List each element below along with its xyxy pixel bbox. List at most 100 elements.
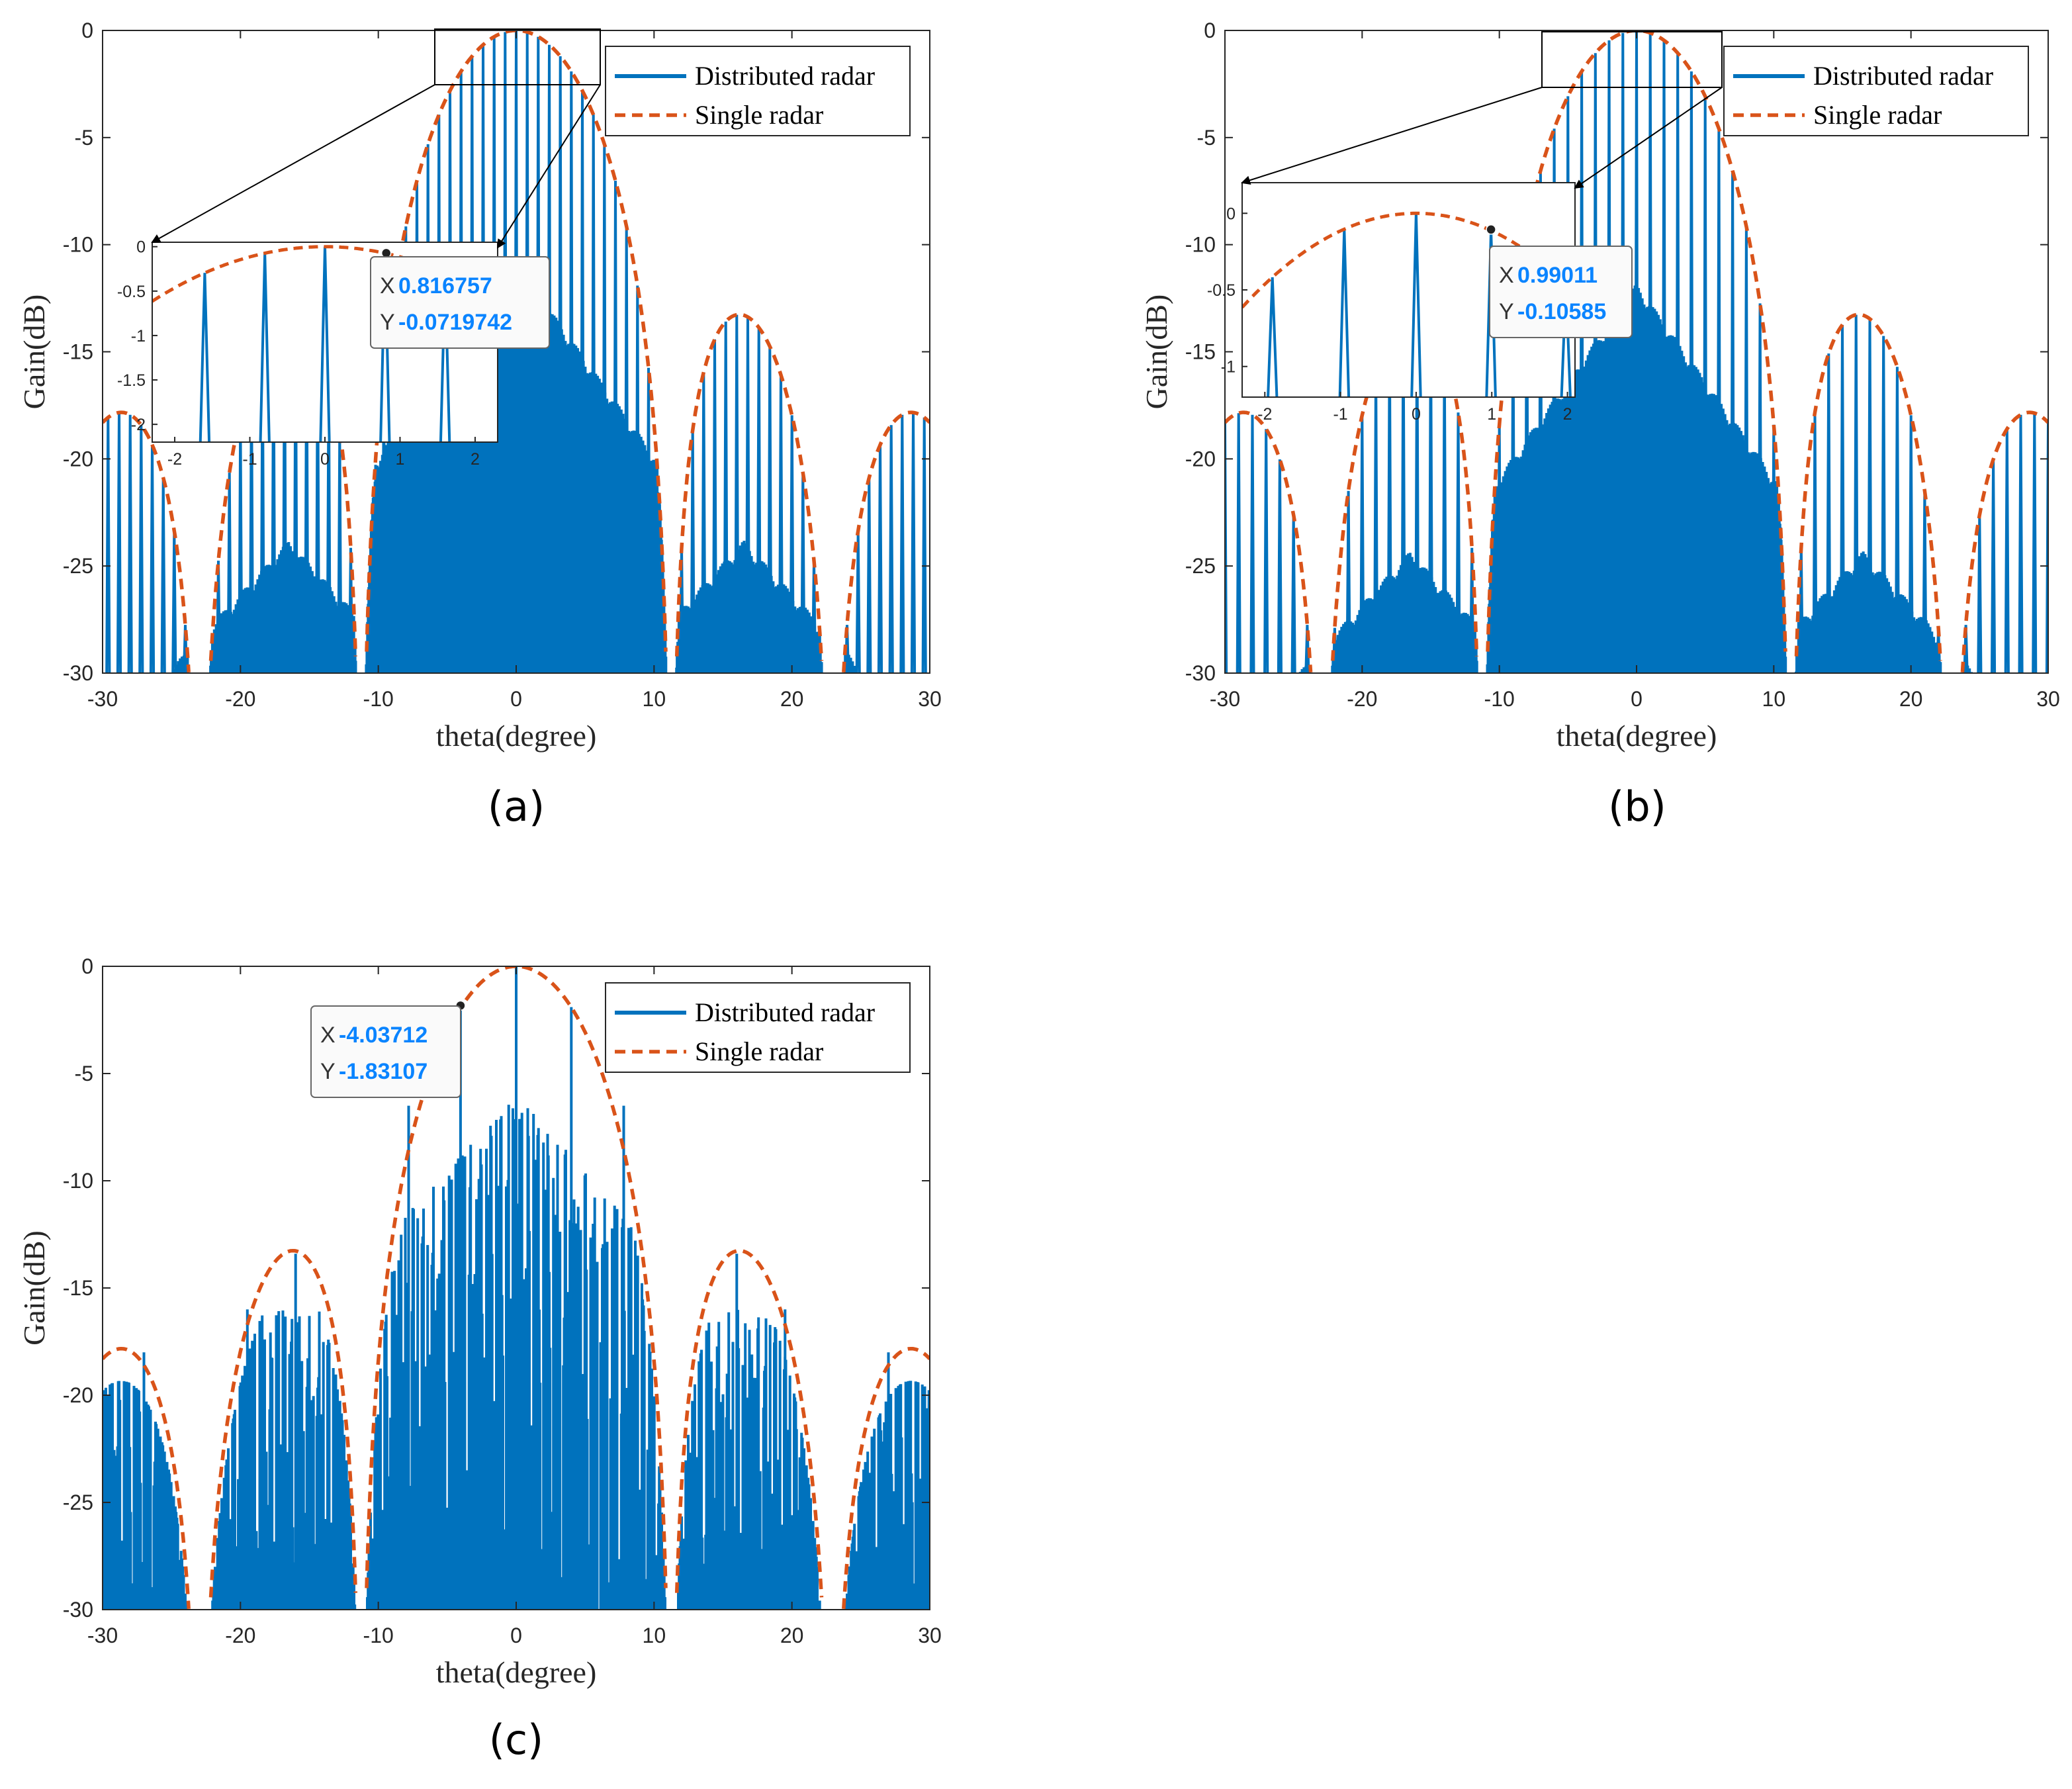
y-tick-label: -10: [1185, 233, 1216, 257]
x-tick-label: 30: [918, 687, 942, 711]
x-axis-label: theta(degree): [436, 719, 597, 753]
y-tick-label: -25: [63, 1491, 93, 1514]
x-tick-label: -10: [363, 1624, 394, 1647]
chart-panel-c: -30 -20 -10 0 10 20 30 0 -5 -10 -15 -20 -25 -30 theta(…: [17, 954, 942, 1689]
inset-x-tick-label: 1: [396, 450, 405, 469]
y-tick-label: -5: [75, 126, 93, 150]
inset-x-tick-label: -2: [167, 450, 182, 469]
y-tick-label: -30: [63, 661, 93, 685]
x-tick-label: 10: [1762, 687, 1786, 711]
inset-y-tick-label: -0.5: [117, 283, 146, 301]
x-axis-label: theta(degree): [1556, 719, 1717, 753]
inset-x-tick-label: 0: [320, 450, 330, 469]
y-tick-label: -25: [63, 554, 93, 578]
x-tick-label: -30: [87, 1624, 118, 1647]
x-axis-label: theta(degree): [436, 1655, 597, 1689]
x-tick-label: -20: [1347, 687, 1377, 711]
distributed-radar-series: [105, 30, 927, 673]
y-tick-label: -20: [63, 1383, 93, 1407]
x-tick-label: 30: [2036, 687, 2060, 711]
y-tick-label: -25: [1185, 554, 1216, 578]
single-radar-series: [1225, 30, 2048, 672]
x-tick-label: 10: [643, 687, 666, 711]
x-tick-label: -30: [87, 687, 118, 711]
inset-x-tick-label: 2: [1563, 405, 1572, 424]
datatip-box[interactable]: [310, 1005, 461, 1098]
datatip-marker[interactable]: [1486, 224, 1496, 235]
inset-x-tick-label: 1: [1487, 405, 1496, 424]
datatip-x-value: -4.03712: [339, 1023, 428, 1048]
datatip-y-value: -0.0719742: [398, 310, 512, 335]
inset-y-tick-label: 0: [1226, 205, 1236, 223]
inset-single-series: [152, 245, 498, 303]
chart-panel-b: -30 -20 -10 0 10 20 300-5-10-15-20-25-30theta(…: [1140, 19, 2060, 753]
x-tick-label: -30: [1210, 687, 1240, 711]
legend-label-single: Single radar: [1813, 100, 1942, 130]
legend-label-distributed: Distributed radar: [695, 997, 875, 1027]
single-radar-series: [103, 966, 930, 1609]
x-tick-label: -10: [1484, 687, 1515, 711]
y-tick-label: -20: [1185, 447, 1216, 471]
inset-y-tick-label: -1.5: [117, 371, 146, 390]
zoom-region-box: [1541, 31, 1723, 88]
legend-label-single: Single radar: [695, 100, 823, 130]
y-tick-label: -20: [63, 447, 93, 471]
y-tick-label: -5: [1197, 126, 1216, 150]
inset-x-tick-label: 2: [471, 450, 480, 469]
x-tick-label: 0: [510, 687, 522, 711]
inset-x-tick-label: -1: [242, 450, 257, 469]
inset-y-tick-label: -2: [131, 416, 146, 434]
inset-y-tick-label: 0: [136, 238, 146, 257]
y-tick-label: 0: [81, 954, 93, 978]
x-tick-label: 20: [780, 687, 804, 711]
datatip-y-value: -0.10585: [1517, 299, 1606, 324]
x-tick-label: 0: [1631, 687, 1643, 711]
legend-label-single: Single radar: [695, 1036, 823, 1066]
y-tick-label: -15: [1185, 340, 1216, 364]
y-tick-label: -10: [63, 1169, 93, 1193]
zoom-arrow-left: [1241, 87, 1543, 185]
legend-label-distributed: Distributed radar: [695, 61, 875, 91]
y-axis-label: Gain(dB): [1140, 295, 1173, 410]
y-tick-label: -5: [75, 1062, 93, 1085]
x-tick-label: -20: [225, 687, 255, 711]
inset-y-tick-label: -1: [1221, 358, 1236, 377]
x-tick-label: 0: [510, 1624, 522, 1647]
datatip-y-key: Y: [320, 1059, 336, 1084]
datatip-x-value: 0.816757: [398, 273, 492, 298]
legend-label-distributed: Distributed radar: [1813, 61, 1993, 91]
legend-box: [1723, 46, 2029, 136]
inset-y-tick-label: -1: [131, 327, 146, 345]
zoom-arrow-left: [151, 84, 435, 243]
datatip-x-value: 0.99011: [1517, 263, 1598, 288]
x-tick-label: 10: [643, 1624, 666, 1647]
datatip-y-value: -1.83107: [339, 1059, 428, 1084]
x-tick-label: 20: [1899, 687, 1923, 711]
datatip-box[interactable]: [370, 256, 550, 349]
y-tick-label: -10: [63, 233, 93, 257]
datatip-y-key: Y: [1499, 299, 1514, 324]
single-radar-series: [103, 30, 930, 672]
inset-x-tick-label: 0: [1412, 405, 1421, 424]
y-axis-label: Gain(dB): [17, 1230, 51, 1346]
datatip-box[interactable]: [1489, 246, 1633, 338]
chart-panel-a: -30 -20 -10 0 10 20 300-5-10-15-20-25-30theta(…: [17, 19, 942, 753]
x-tick-label: 20: [780, 1624, 804, 1647]
datatip-y-key: Y: [380, 310, 395, 335]
legend-box: [605, 46, 911, 136]
x-tick-label: -20: [225, 1624, 255, 1647]
x-tick-label: 30: [918, 1624, 942, 1647]
y-tick-label: -30: [63, 1598, 93, 1622]
y-tick-label: -15: [63, 340, 93, 364]
datatip-x-key: X: [380, 273, 395, 298]
inset-x-tick-label: -2: [1257, 405, 1272, 424]
inset-y-tick-label: -0.5: [1207, 281, 1236, 300]
distributed-radar-series: [103, 966, 930, 1610]
inset-x-tick-label: -1: [1333, 405, 1347, 424]
panel-caption: (c): [489, 1716, 543, 1764]
zoom-region-box: [434, 28, 601, 85]
panel-caption: (a): [488, 782, 545, 831]
x-tick-label: -10: [363, 687, 394, 711]
y-tick-label: 0: [1204, 19, 1216, 42]
